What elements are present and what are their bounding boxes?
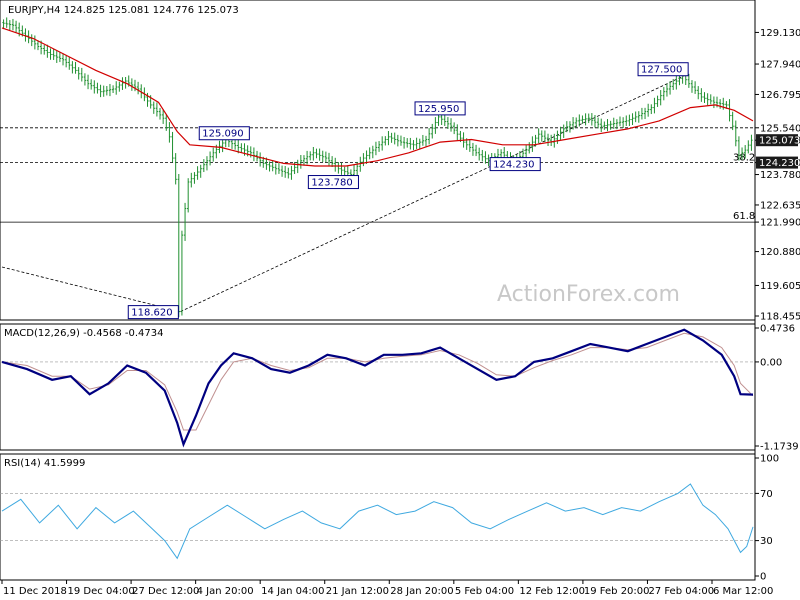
price-tag-bg-0	[756, 134, 798, 147]
annotation-box-3	[489, 157, 541, 172]
price-panel-frame	[0, 0, 756, 321]
uptrend-line	[180, 75, 685, 312]
time-tick-label-9: 19 Feb 20:00	[584, 586, 650, 597]
rsi-layer	[0, 483, 755, 560]
macd-tick-label-2: -1.1739	[760, 442, 799, 453]
annotation-box-2	[414, 101, 466, 116]
price-tick-label-0: 129.130	[760, 28, 800, 39]
rsi-panel-frame	[0, 453, 756, 581]
rsi-panel: RSI(14) 41.5999	[0, 453, 756, 581]
annotation-box-1	[307, 175, 359, 190]
price-tag-label-1: 124.230	[759, 158, 800, 169]
price-tag-bg-1	[756, 156, 798, 169]
time-tick-label-0: 11 Dec 2018	[3, 586, 67, 597]
annotation-box-4	[637, 62, 689, 77]
rsi-tick-label-1: 70	[760, 489, 773, 500]
rsi-tick-label-0: 100	[760, 454, 779, 465]
macd-tick-label-0: 0.4736	[760, 324, 795, 335]
macd-tick-label-1: 0.00	[760, 357, 782, 368]
price-tick-label-1: 127.940	[760, 60, 800, 71]
rsi-title: RSI(14) 41.5999	[4, 458, 85, 469]
fib-38-label: 38.2	[733, 153, 755, 164]
annotation-box-0	[198, 126, 250, 141]
macd-title: MACD(12,26,9) -0.4568 -0.4734	[4, 328, 164, 339]
ema-line	[1, 27, 754, 167]
rsi-line	[1, 483, 754, 560]
time-tick-label-10: 27 Feb 04:00	[648, 586, 714, 597]
annotation-label-4: 127.500	[641, 65, 682, 76]
time-tick-label-4: 14 Jan 04:00	[261, 586, 324, 597]
annotation-label-2: 125.950	[418, 104, 459, 115]
price-tick-label-9: 120.880	[760, 247, 800, 258]
annotation-label-1: 123.780	[311, 178, 352, 189]
annotation-label-5: 118.620	[131, 308, 172, 319]
time-tick-label-6: 28 Jan 20:00	[390, 586, 453, 597]
rsi-tick-label-3: 0	[760, 572, 766, 583]
price-tick-label-2: 126.795	[760, 90, 800, 101]
time-tick-label-5: 21 Jan 12:00	[326, 586, 389, 597]
macd-main-line	[1, 328, 754, 448]
macd-layer	[0, 328, 755, 448]
time-tick-label-3: 4 Jan 20:00	[197, 586, 254, 597]
price-layer: 61.8 38.2 125.090 123.780 125.950 124.230 127.…	[0, 17, 755, 320]
annotation-label-0: 125.090	[202, 129, 243, 140]
price-tick-label-6: 123.780	[760, 170, 800, 181]
macd-panel-frame	[0, 323, 756, 451]
prev-trend-line	[1, 266, 181, 313]
price-tick-label-10: 119.605	[760, 281, 800, 292]
time-tick-label-1: 19 Dec 04:00	[68, 586, 135, 597]
price-tick-label-3: 125.540	[760, 123, 800, 134]
price-tag-label-0: 125.073	[759, 136, 800, 147]
time-tick-label-8: 12 Feb 12:00	[519, 586, 585, 597]
price-tick-label-8: 121.990	[760, 218, 800, 229]
time-tick-label-2: 27 Dec 12:00	[132, 586, 199, 597]
level-label-2: 61.8	[733, 211, 755, 222]
price-tick-label-7: 122.635	[760, 200, 800, 211]
time-tick-label-11: 6 Mar 12:00	[713, 586, 773, 597]
watermark: ActionForex.com	[497, 282, 680, 307]
chart-header: EURJPY,H4 124.825 125.081 124.776 125.07…	[8, 5, 239, 16]
price-panel: EURJPY,H4 124.825 125.081 124.776 125.07…	[0, 0, 756, 321]
annotation-box-5	[127, 305, 179, 320]
rsi-tick-label-2: 30	[760, 536, 773, 547]
annotation-label-3: 124.230	[493, 160, 534, 171]
price-tick-label-11: 118.455	[760, 312, 800, 323]
macd-panel: MACD(12,26,9) -0.4568 -0.4734	[0, 323, 756, 451]
time-tick-label-7: 5 Feb 04:00	[455, 586, 514, 597]
